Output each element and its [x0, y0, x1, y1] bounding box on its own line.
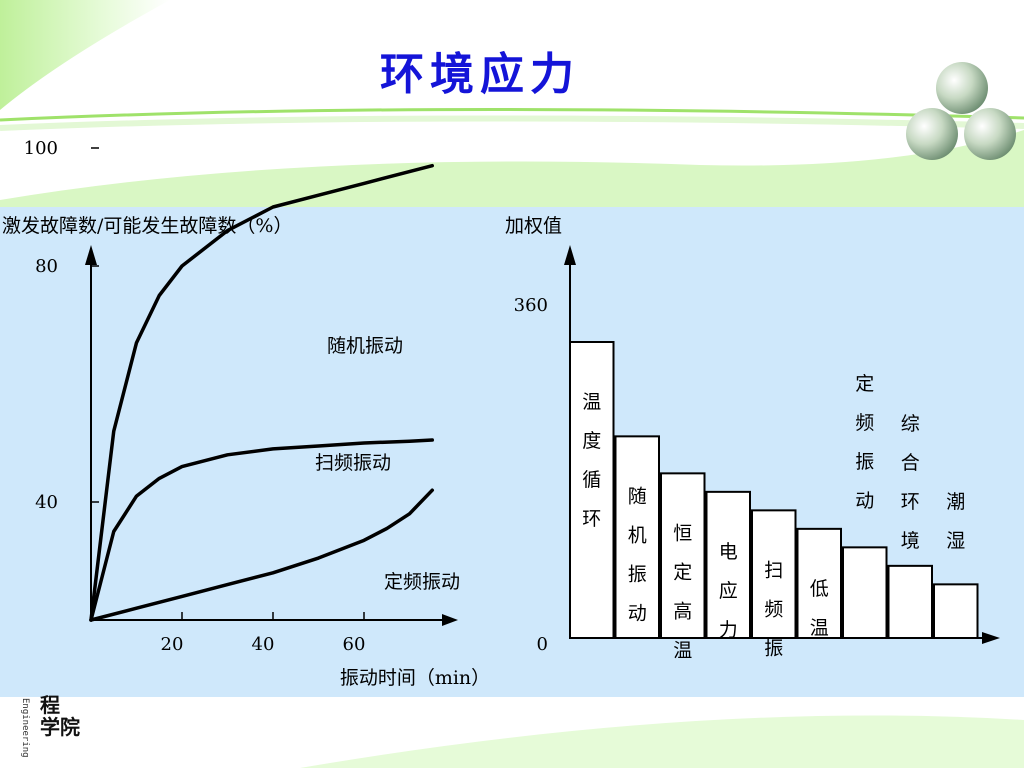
x-tick-label: 40 — [252, 634, 275, 655]
bar-category-label: 扫频振 — [764, 559, 783, 659]
y-tick-label: 0 — [537, 634, 548, 655]
series-line — [89, 438, 434, 622]
bar — [796, 527, 842, 639]
bar — [660, 472, 706, 639]
bar-category-label: 低温 — [810, 578, 829, 639]
logo-chinese-text: 程 学院 — [40, 694, 80, 738]
x-tick-label: 60 — [343, 634, 366, 655]
y-tick-label: 80 — [35, 256, 58, 277]
logo-line: 学院 — [40, 715, 80, 739]
x-tick-label: 20 — [161, 634, 184, 655]
y-axis-arrow-icon — [564, 245, 576, 265]
bar-category-label: 潮湿 — [946, 491, 965, 552]
bar — [569, 341, 615, 639]
decor-ball-icon — [936, 62, 988, 114]
y-axis-label: 加权值 — [505, 215, 562, 237]
bottom-swoosh — [300, 715, 1024, 768]
x-axis-arrow-icon — [442, 614, 458, 626]
bar — [842, 546, 888, 639]
decor-ball-icon — [906, 108, 958, 160]
header-line — [0, 107, 1024, 122]
bar — [887, 564, 933, 639]
bar-category-label: 综合环境 — [901, 413, 920, 552]
x-axis-label: 振动时间（min） — [340, 667, 490, 689]
logo-english-text: Engineering — [20, 698, 30, 758]
series-line — [89, 488, 434, 622]
y-tick-label: 100 — [24, 138, 58, 159]
bar-category-label: 随机振动 — [628, 485, 647, 624]
header-swoosh — [0, 130, 1024, 207]
y-axis-arrow-icon — [85, 245, 97, 265]
series-label: 扫频振动 — [315, 452, 391, 474]
series-label: 随机振动 — [327, 335, 403, 357]
bar-category-label: 电应力 — [719, 541, 738, 641]
bar — [933, 583, 979, 639]
y-tick-label: 360 — [514, 295, 548, 316]
series-line — [89, 163, 434, 622]
y-tick-label: 40 — [35, 492, 58, 513]
slide-title: 环境应力 — [380, 49, 580, 100]
series-label: 定频振动 — [384, 571, 460, 593]
decor-ball-icon — [964, 108, 1016, 160]
y-axis-label: 激发故障数/可能发生故障数（%） — [2, 215, 292, 237]
top-left-swoosh — [0, 0, 170, 110]
bar-category-label: 恒定高温 — [673, 522, 692, 661]
x-axis-arrow-icon — [982, 632, 1000, 644]
bar — [614, 435, 660, 639]
bar-category-label: 温度循环 — [582, 391, 601, 530]
bar — [751, 509, 797, 640]
bar — [705, 490, 751, 639]
header-line-soft — [0, 115, 1024, 131]
bar-category-label: 定频振动 — [855, 373, 874, 512]
logo-line: 程 — [40, 693, 60, 717]
